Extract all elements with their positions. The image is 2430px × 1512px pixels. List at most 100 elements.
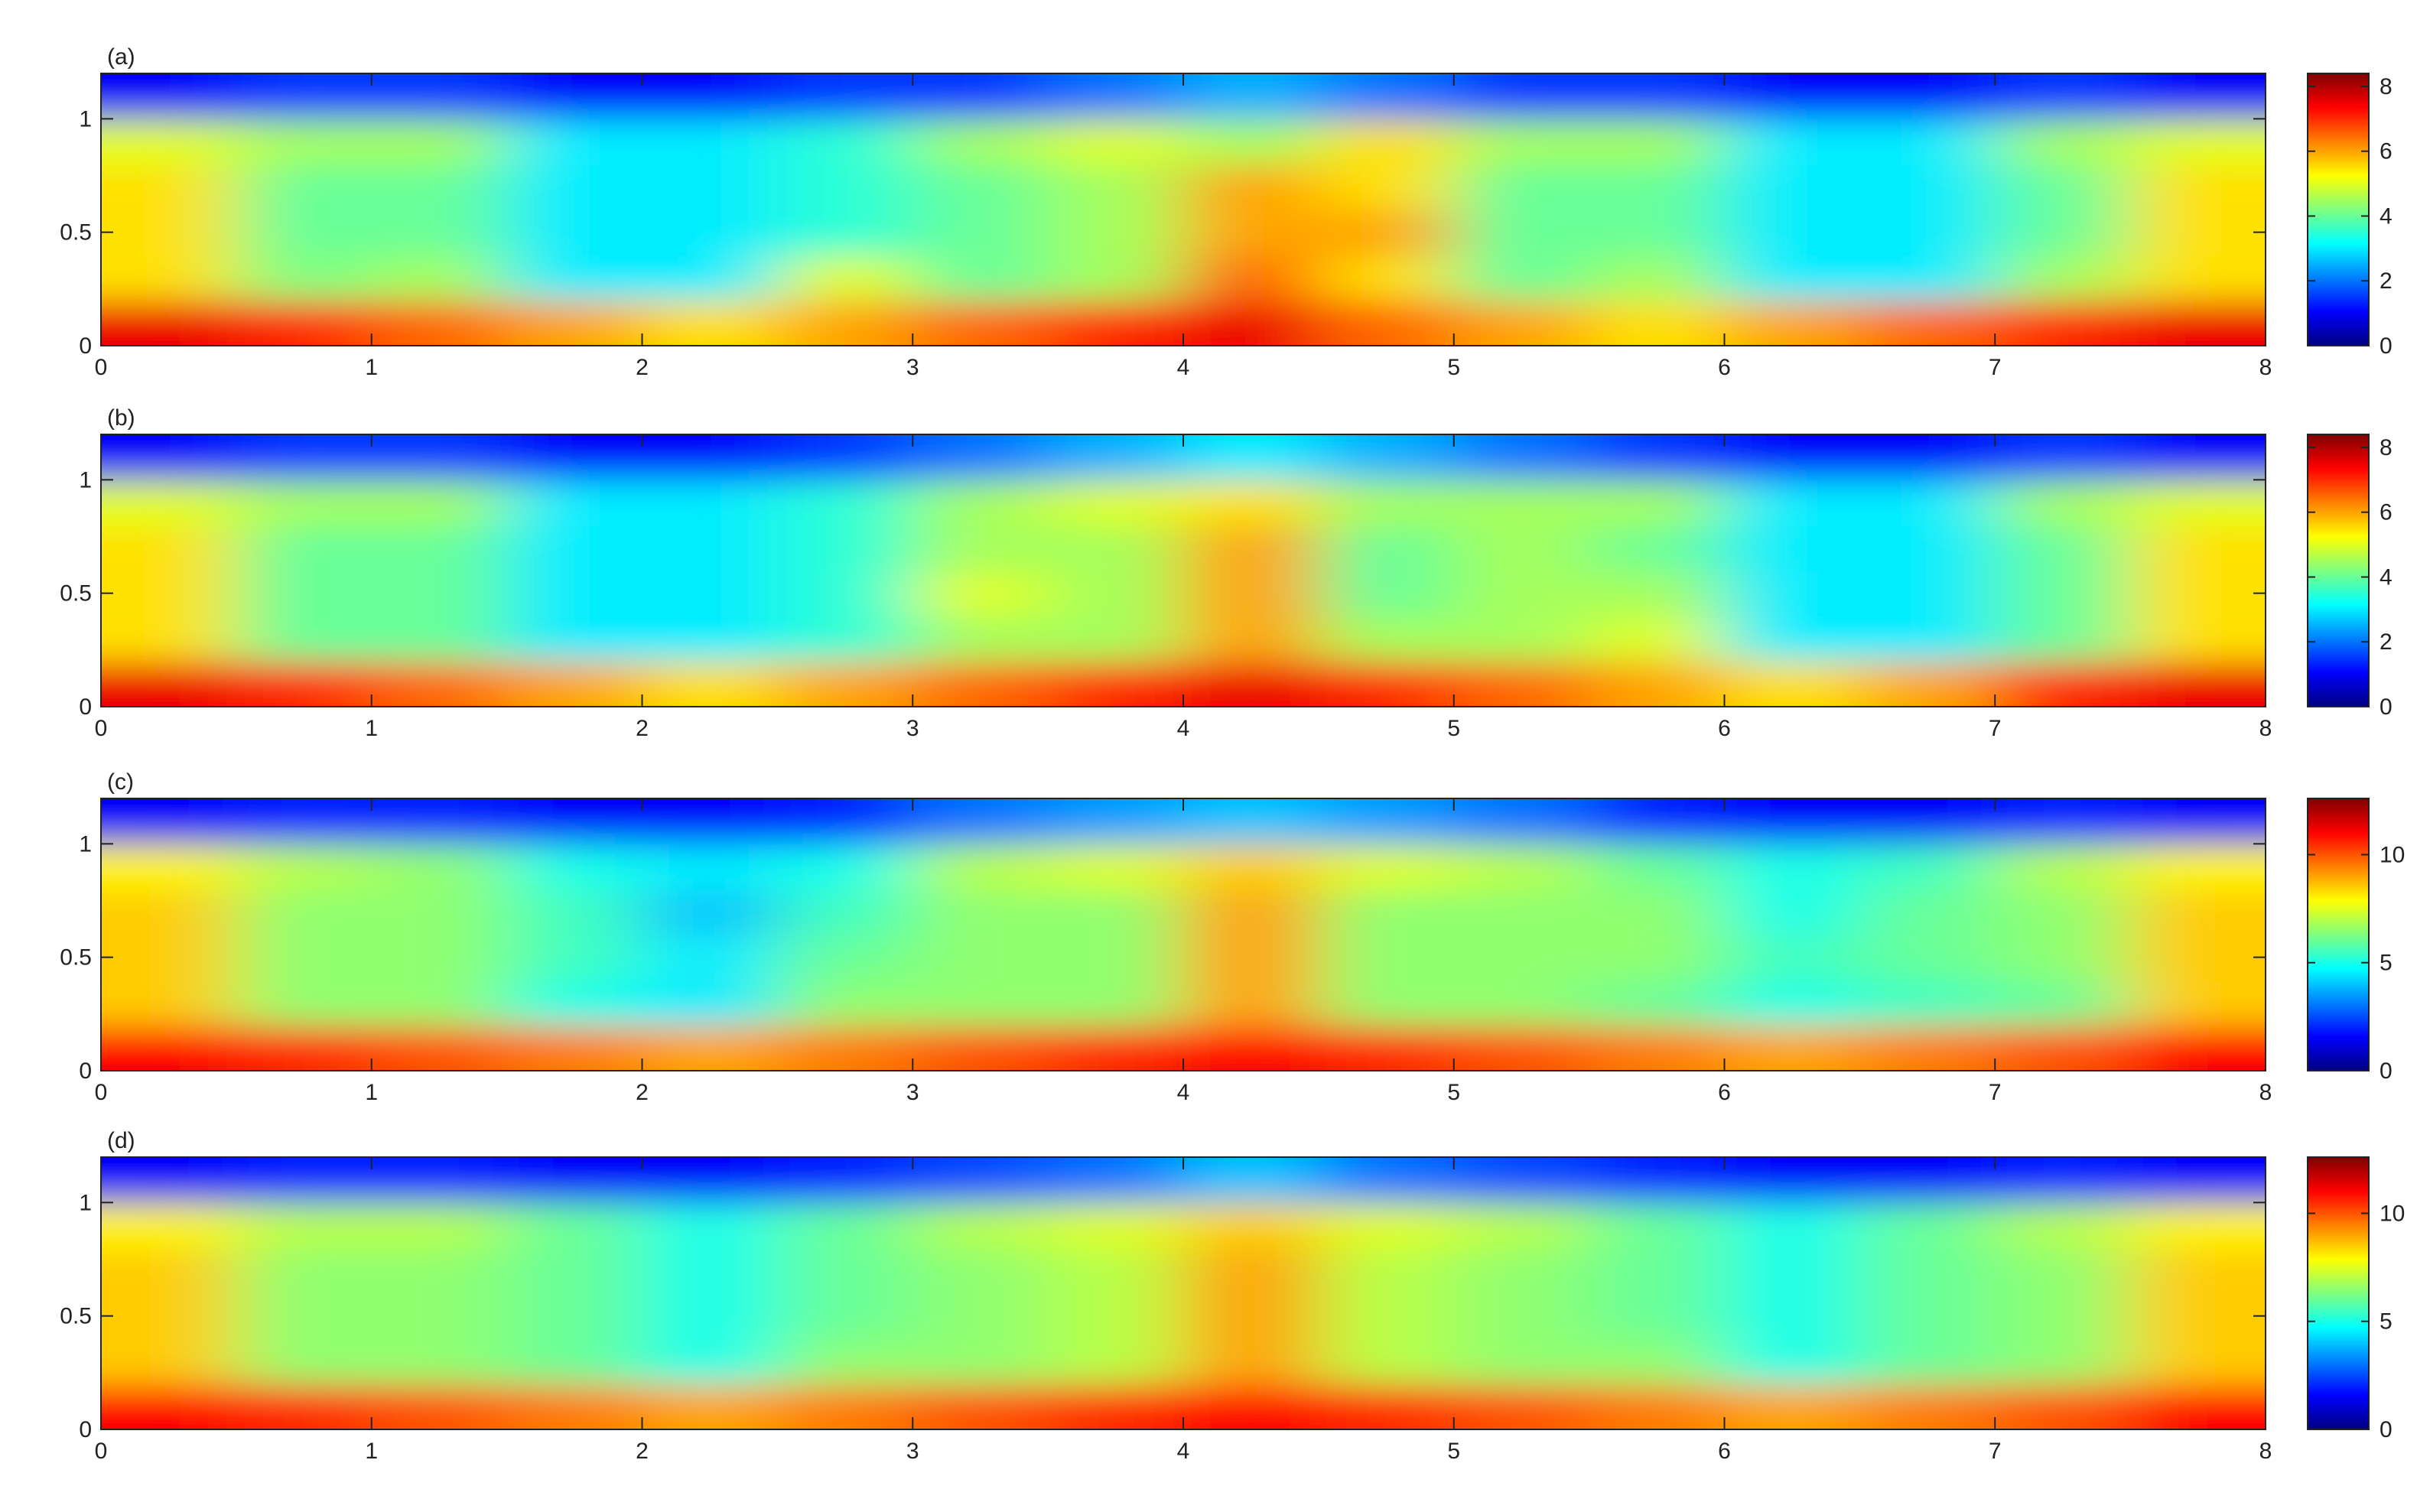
x-tick-label: 3 — [906, 716, 919, 741]
cell — [370, 843, 508, 890]
cell — [1994, 570, 2132, 617]
x-tick-label: 2 — [636, 1080, 649, 1105]
cell — [1588, 843, 1726, 890]
cell — [1182, 798, 1319, 845]
cell — [1182, 1338, 1319, 1385]
y-tick-label: 1 — [79, 106, 92, 132]
cell — [1859, 979, 1996, 1026]
cell — [1182, 209, 1319, 256]
cell — [776, 1247, 914, 1294]
cell — [1452, 299, 1590, 346]
cell — [912, 843, 1049, 890]
panel-label: (d) — [107, 1128, 135, 1153]
cell — [101, 1201, 237, 1249]
cell — [1859, 1024, 1996, 1071]
cell — [101, 1157, 237, 1204]
cell — [1047, 843, 1184, 890]
cell — [1317, 1247, 1455, 1294]
cell — [1588, 479, 1726, 526]
cell — [370, 479, 508, 526]
cell — [1859, 615, 1996, 662]
cell — [2129, 570, 2266, 617]
cell — [235, 843, 372, 890]
cell — [1047, 1024, 1184, 1071]
cell — [1859, 1157, 1996, 1204]
cell — [370, 163, 508, 210]
cell — [1723, 118, 1861, 165]
cell — [1723, 570, 1861, 617]
cell — [1723, 798, 1861, 845]
cell — [235, 570, 372, 617]
cell — [1723, 934, 1861, 981]
cell — [506, 434, 643, 481]
cell — [2129, 1293, 2266, 1340]
cell — [2129, 118, 2266, 165]
x-tick-label: 4 — [1177, 1439, 1190, 1464]
x-tick-label: 5 — [1447, 716, 1460, 741]
colorbar-tick-label: 2 — [2380, 629, 2393, 655]
cell — [776, 888, 914, 935]
cell — [1182, 979, 1319, 1026]
x-tick-label: 3 — [906, 1080, 919, 1105]
cell — [776, 299, 914, 346]
x-tick-label: 3 — [906, 1439, 919, 1464]
cell — [1182, 163, 1319, 210]
cell — [1452, 570, 1590, 617]
cell — [1452, 1247, 1590, 1294]
cell — [641, 1157, 779, 1204]
cell — [2129, 1201, 2266, 1249]
cell — [1317, 570, 1455, 617]
cell — [506, 479, 643, 526]
cell — [370, 434, 508, 481]
cell — [506, 1157, 643, 1204]
cell — [1452, 615, 1590, 662]
cell — [1452, 888, 1590, 935]
cell — [1452, 1293, 1590, 1340]
cell — [506, 615, 643, 662]
cell — [1047, 163, 1184, 210]
cell — [1452, 660, 1590, 707]
cell — [101, 434, 237, 481]
cell — [1994, 209, 2132, 256]
x-tick-label: 1 — [365, 1439, 378, 1464]
cell — [2129, 888, 2266, 935]
cell — [101, 299, 237, 346]
cell — [1452, 934, 1590, 981]
cell — [1723, 888, 1861, 935]
cell — [235, 299, 372, 346]
cell — [641, 73, 779, 120]
cell — [235, 73, 372, 120]
colorbar-tick-label: 0 — [2380, 694, 2393, 720]
colorbar-tick-label: 6 — [2380, 500, 2393, 525]
cell — [1994, 979, 2132, 1026]
cell — [1723, 1201, 1861, 1249]
colorbar-tick-label: 5 — [2380, 951, 2393, 976]
cell — [1588, 209, 1726, 256]
cell — [235, 1383, 372, 1429]
y-tick-label: 0.5 — [60, 220, 92, 245]
cell — [1994, 798, 2132, 845]
cell — [2129, 1024, 2266, 1071]
cell — [506, 1293, 643, 1340]
cell — [1859, 1383, 1996, 1429]
cell — [370, 1293, 508, 1340]
cell — [776, 1338, 914, 1385]
cell — [912, 1247, 1049, 1294]
x-tick-label: 7 — [1989, 1439, 2002, 1464]
cell — [2129, 163, 2266, 210]
cell — [1317, 1293, 1455, 1340]
x-tick-label: 6 — [1718, 1080, 1731, 1105]
cell — [235, 1247, 372, 1294]
cell — [370, 209, 508, 256]
cell — [1182, 843, 1319, 890]
cell — [506, 1338, 643, 1385]
cell — [506, 163, 643, 210]
cell — [1723, 1293, 1861, 1340]
cell — [101, 888, 237, 935]
cell — [641, 1383, 779, 1429]
cell — [1588, 118, 1726, 165]
cell — [506, 254, 643, 301]
cell — [1452, 1157, 1590, 1204]
cell — [776, 1024, 914, 1071]
